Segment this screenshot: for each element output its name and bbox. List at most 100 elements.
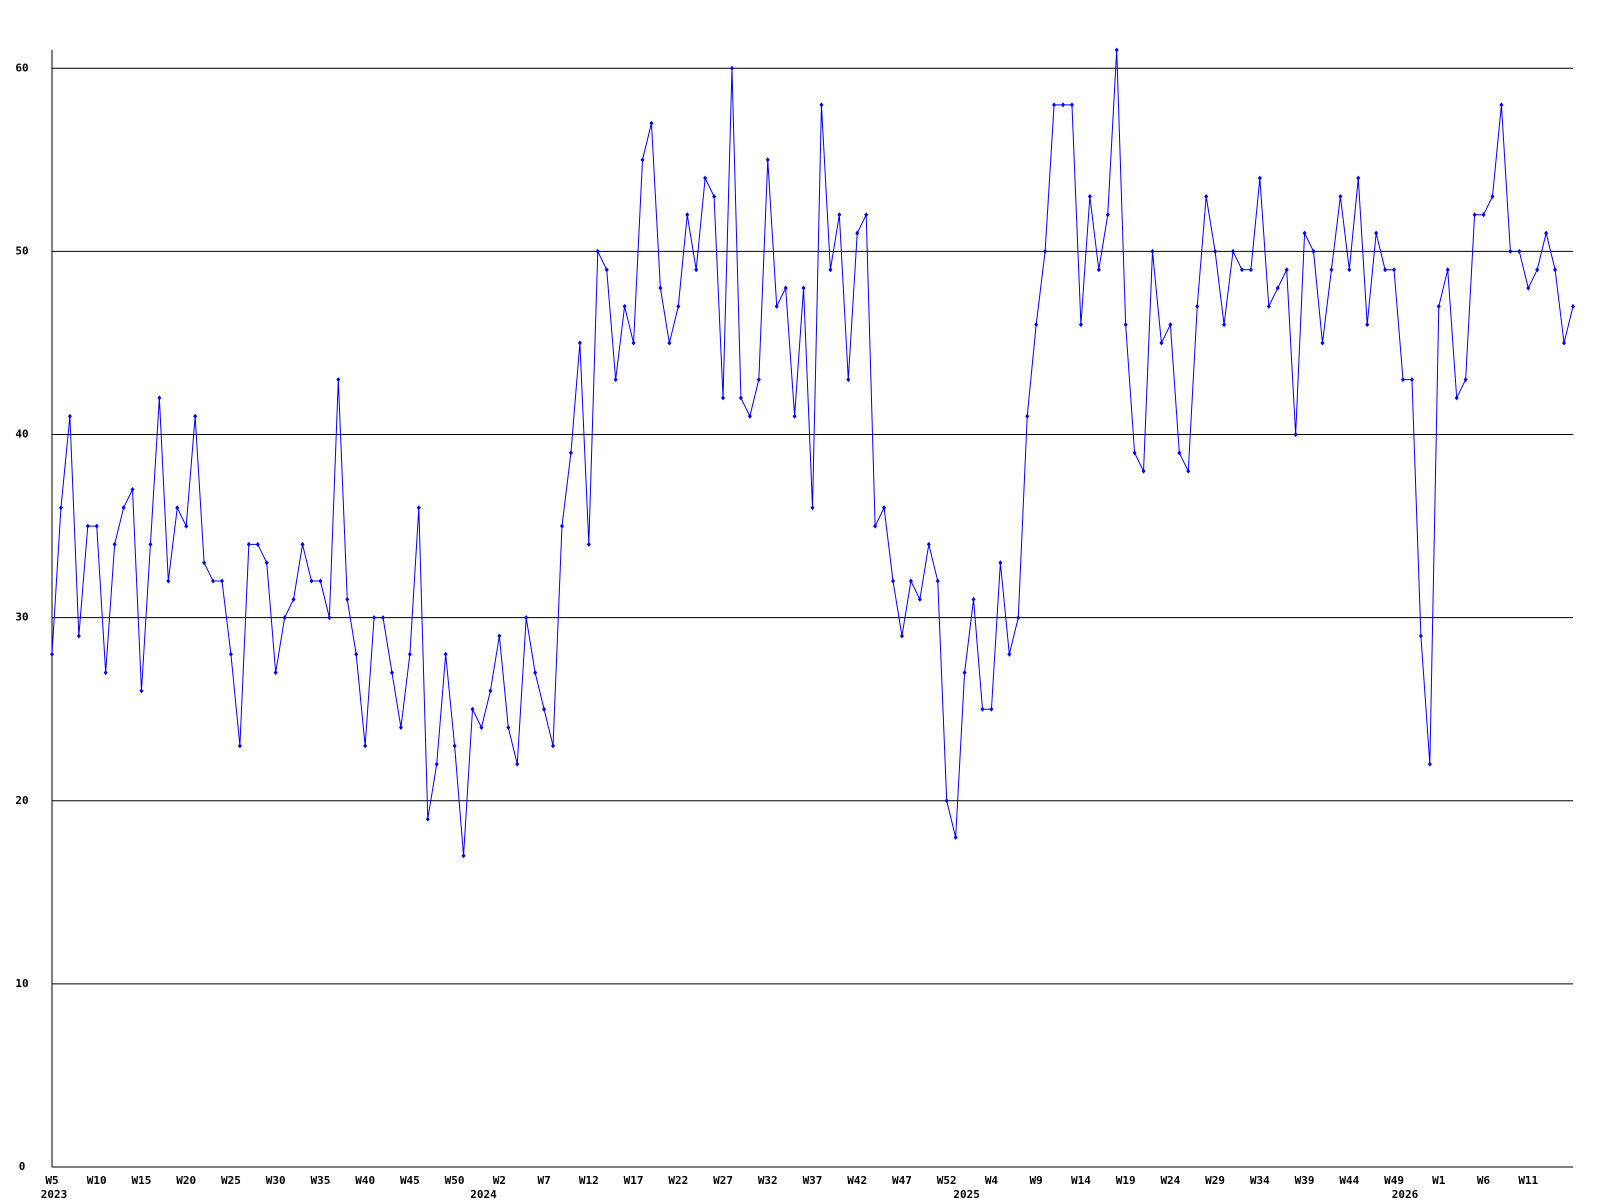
data-point	[926, 541, 931, 547]
data-point	[792, 413, 797, 419]
data-point	[783, 285, 788, 291]
year-label: 2026	[1392, 1188, 1419, 1200]
data-point	[551, 743, 556, 749]
data-point	[488, 688, 493, 694]
data-point	[1338, 193, 1343, 199]
data-point	[237, 743, 242, 749]
data-point	[1096, 267, 1101, 273]
x-tick-label: W15	[132, 1174, 152, 1187]
data-point	[1239, 267, 1244, 273]
data-point	[1266, 303, 1271, 309]
data-point	[1311, 248, 1316, 254]
data-point	[1436, 303, 1441, 309]
data-point	[94, 523, 99, 529]
data-point	[175, 505, 180, 511]
data-point	[908, 578, 913, 584]
data-point	[425, 816, 430, 822]
data-point	[1159, 340, 1164, 346]
y-tick-label: 20	[15, 794, 28, 807]
data-point	[604, 267, 609, 273]
x-tick-label: W11	[1518, 1174, 1538, 1187]
data-point	[586, 541, 591, 547]
data-point	[1427, 761, 1432, 767]
data-point	[873, 523, 878, 529]
x-tick-label: W44	[1339, 1174, 1359, 1187]
year-label: 2025	[953, 1188, 980, 1200]
data-point	[891, 578, 896, 584]
data-point	[577, 340, 582, 346]
x-tick-label: W40	[355, 1174, 375, 1187]
data-point	[1195, 303, 1200, 309]
x-tick-label: W52	[937, 1174, 957, 1187]
data-point	[398, 725, 403, 731]
data-point	[1284, 267, 1289, 273]
x-tick-label: W34	[1250, 1174, 1270, 1187]
data-point	[202, 560, 207, 566]
data-point	[327, 615, 332, 621]
data-point	[1168, 322, 1173, 328]
y-tick-label: 0	[19, 1160, 26, 1173]
data-point	[1365, 322, 1370, 328]
data-point	[1034, 322, 1039, 328]
data-point	[801, 285, 806, 291]
data-point	[712, 193, 717, 199]
data-point	[1481, 212, 1486, 218]
data-point	[622, 303, 627, 309]
x-tick-label: W39	[1295, 1174, 1315, 1187]
data-line	[51, 49, 1574, 856]
data-point	[1392, 267, 1397, 273]
data-point	[1526, 285, 1531, 291]
data-point	[112, 541, 117, 547]
data-point	[1445, 267, 1450, 273]
data-point	[300, 541, 305, 547]
data-point	[193, 413, 198, 419]
data-point	[130, 486, 135, 492]
x-tick-label: W10	[87, 1174, 107, 1187]
data-point	[1418, 633, 1423, 639]
year-label: 2024	[470, 1188, 497, 1200]
x-tick-label: W25	[221, 1174, 241, 1187]
data-point	[228, 651, 233, 657]
data-point	[354, 651, 359, 657]
x-tick-label: W45	[400, 1174, 420, 1187]
data-point	[211, 578, 216, 584]
data-point	[559, 523, 564, 529]
data-point	[658, 285, 663, 291]
data-point	[1499, 102, 1504, 108]
data-point	[855, 230, 860, 236]
data-point	[515, 761, 520, 767]
data-point	[774, 303, 779, 309]
x-tick-label: W30	[266, 1174, 286, 1187]
x-tick-label: W32	[758, 1174, 778, 1187]
data-point	[1409, 377, 1414, 383]
data-point	[1123, 322, 1128, 328]
data-point	[148, 541, 153, 547]
x-tick-label: W49	[1384, 1174, 1404, 1187]
data-point	[1472, 212, 1477, 218]
x-tick-label: W42	[847, 1174, 867, 1187]
x-tick-label: W35	[310, 1174, 330, 1187]
data-point	[50, 651, 54, 657]
data-point	[1025, 413, 1030, 419]
data-point	[1016, 615, 1021, 621]
data-point	[318, 578, 323, 584]
data-point	[103, 670, 108, 676]
data-point	[1204, 193, 1209, 199]
data-point	[345, 596, 350, 602]
data-point	[497, 633, 502, 639]
data-point	[953, 834, 958, 840]
data-point	[667, 340, 672, 346]
data-point	[1105, 212, 1110, 218]
data-point	[1571, 303, 1575, 309]
data-point	[157, 395, 162, 401]
data-point	[1078, 322, 1083, 328]
data-point	[1141, 468, 1146, 474]
data-point	[944, 798, 949, 804]
x-tick-label: W24	[1160, 1174, 1180, 1187]
y-tick-label: 50	[15, 244, 28, 257]
data-point	[1535, 267, 1540, 273]
data-point	[389, 670, 394, 676]
data-point	[246, 541, 251, 547]
data-point	[998, 560, 1003, 566]
data-point	[962, 670, 967, 676]
